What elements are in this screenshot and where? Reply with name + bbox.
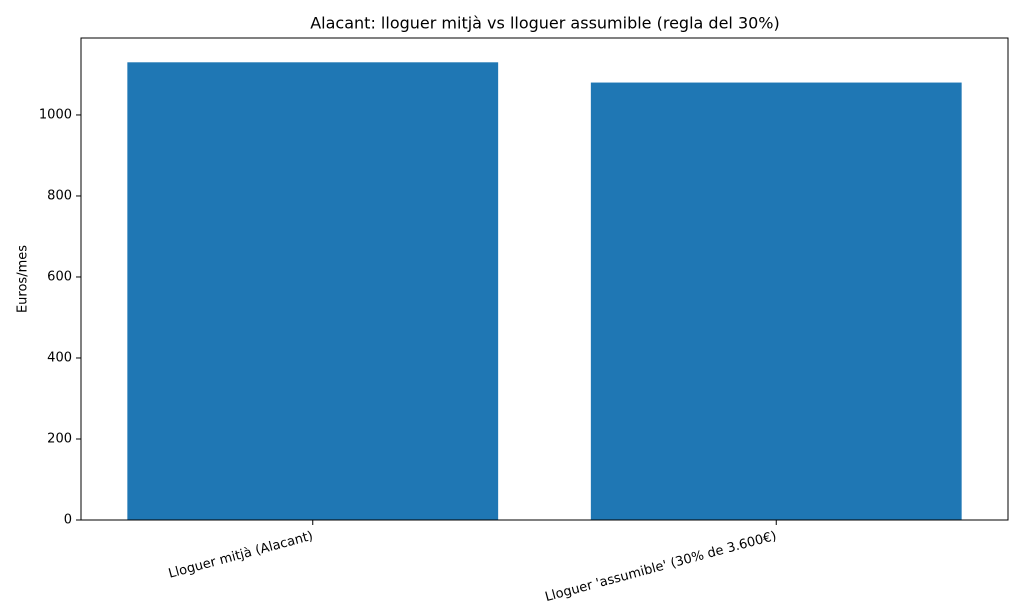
plot-frame — [80, 37, 1009, 521]
bar — [127, 62, 499, 520]
bar — [590, 82, 962, 520]
y-tick-label: 400 — [47, 350, 72, 365]
y-tick-label: 200 — [47, 431, 72, 446]
chart-title: Alacant: lloguer mitjà vs lloguer assumi… — [310, 14, 780, 33]
y-tick-label: 600 — [47, 269, 72, 284]
y-tick-label: 1000 — [39, 107, 72, 122]
x-tick-label: Lloguer 'assumible' (30% de 3.600€) — [543, 529, 778, 605]
y-tick-label: 800 — [47, 188, 72, 203]
y-axis-label: Euros/mes — [16, 245, 31, 313]
y-tick-label: 0 — [64, 513, 72, 528]
x-tick-label: Lloguer mitjà (Alacant) — [167, 529, 315, 582]
